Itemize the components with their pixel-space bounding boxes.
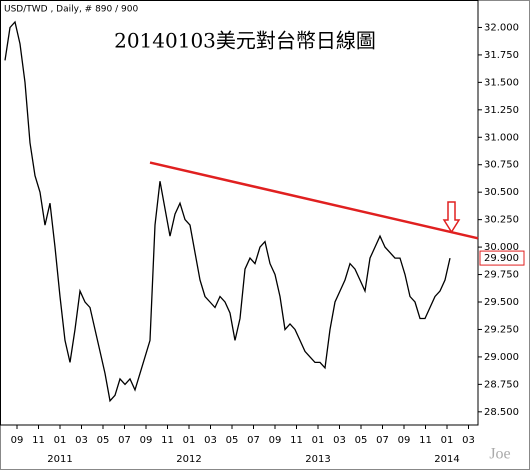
x-tick-label: 01	[312, 435, 325, 446]
watermark: Joe	[489, 446, 510, 463]
x-tick-label: 05	[97, 435, 110, 446]
price-line	[4, 20, 451, 403]
year-label: 2011	[47, 454, 72, 465]
arrow	[442, 201, 461, 234]
x-tick-label: 09	[269, 435, 282, 446]
y-tick-label: 31.000	[484, 132, 519, 143]
plot-area	[0, 0, 479, 426]
y-tick-label: 31.250	[484, 105, 519, 116]
y-tick-label: 28.750	[484, 379, 519, 390]
y-tick-label: 29.000	[484, 352, 519, 363]
x-tick-label: 09	[140, 435, 153, 446]
year-label: 2012	[176, 454, 201, 465]
y-tick-label: 29.500	[484, 297, 519, 308]
chart-title: 20140103美元對台幣日線圖	[114, 29, 376, 53]
y-tick-label: 31.750	[484, 50, 519, 61]
x-tick-label: 01	[54, 435, 67, 446]
x-tick-label: 05	[226, 435, 239, 446]
y-tick-label: 30.500	[484, 187, 519, 198]
x-tick-label: 01	[183, 435, 196, 446]
year-label: 2014	[434, 454, 459, 465]
y-tick-label: 30.250	[484, 215, 519, 226]
x-tick-label: 03	[75, 435, 88, 446]
y-tick-label: 29.250	[484, 324, 519, 335]
x-tick-label: 07	[118, 435, 131, 446]
x-tick-label: 05	[355, 435, 368, 446]
y-tick-label: 28.500	[484, 407, 519, 418]
x-tick-label: 07	[376, 435, 389, 446]
x-tick-label: 09	[398, 435, 411, 446]
y-tick-label: 32.000	[484, 22, 519, 33]
x-tick-label: 11	[32, 435, 45, 446]
year-label: 2013	[305, 454, 330, 465]
x-tick-label: 03	[204, 435, 217, 446]
last-price-box	[479, 250, 525, 266]
y-tick-label: 30.750	[484, 160, 519, 171]
y-tick-label: 30.000	[484, 242, 519, 253]
x-tick-label: 09	[11, 435, 24, 446]
trendline	[149, 161, 479, 240]
x-tick-label: 11	[419, 435, 432, 446]
y-tick-label: 31.500	[484, 77, 519, 88]
x-tick-label: 11	[161, 435, 174, 446]
x-tick-label: 01	[441, 435, 454, 446]
x-tick-label: 03	[333, 435, 346, 446]
x-tick-label: 03	[462, 435, 475, 446]
last-price-label: 29.900	[484, 253, 519, 264]
header: USD/TWD , Daily, # 890 / 900	[4, 5, 138, 15]
x-tick-label: 11	[290, 435, 303, 446]
y-tick-label: 29.750	[484, 270, 519, 281]
x-tick-label: 07	[247, 435, 260, 446]
